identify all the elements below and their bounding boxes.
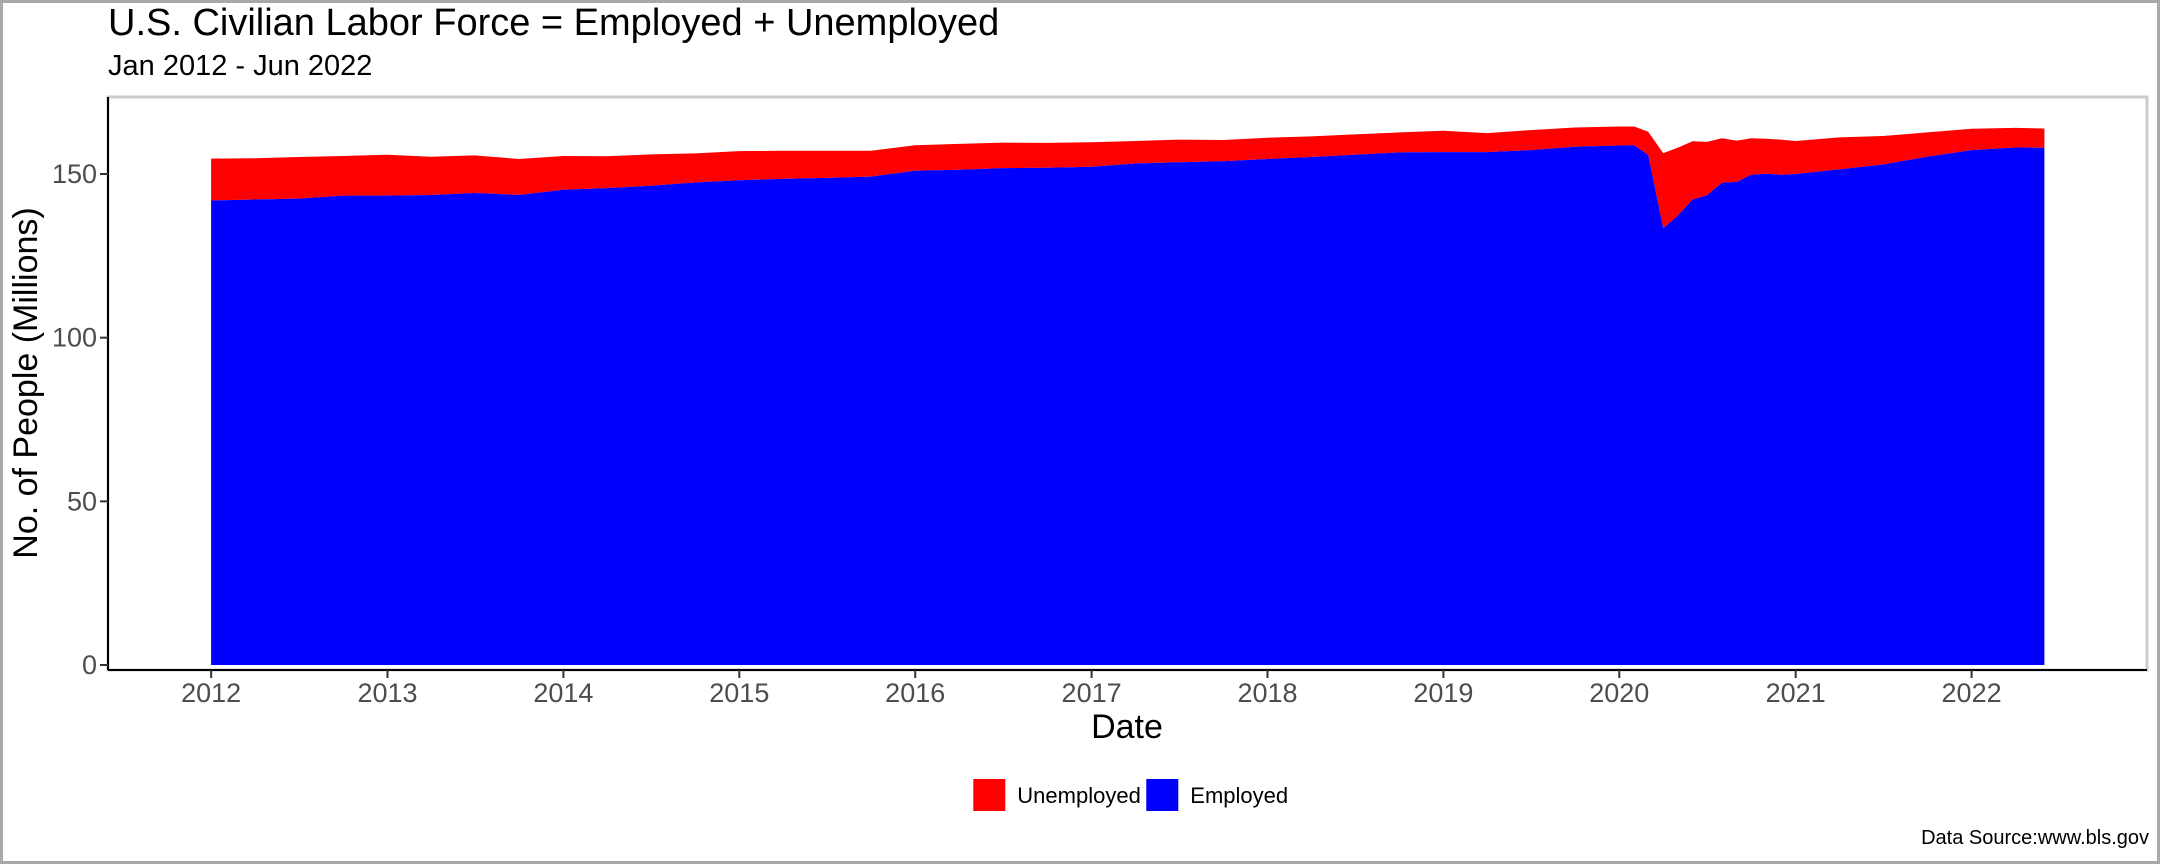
chart-subtitle: Jan 2012 - Jun 2022 bbox=[108, 50, 373, 82]
y-axis-ticks: 0 50 100 150 bbox=[52, 159, 108, 680]
legend-key-employed bbox=[1146, 779, 1179, 811]
x-tick-label: 2019 bbox=[1413, 678, 1473, 708]
x-tick-label: 2021 bbox=[1766, 678, 1826, 708]
chart-title: U.S. Civilian Labor Force = Employed + U… bbox=[108, 2, 1000, 44]
data-source-caption: Data Source:www.bls.gov bbox=[1921, 827, 2149, 849]
y-tick-label: 0 bbox=[82, 650, 97, 680]
area-employed bbox=[211, 145, 2045, 665]
x-axis-title: Date bbox=[1091, 708, 1163, 746]
x-tick-label: 2022 bbox=[1942, 678, 2002, 708]
x-tick-label: 2013 bbox=[357, 678, 417, 708]
x-tick-label: 2018 bbox=[1237, 678, 1297, 708]
x-tick-label: 2015 bbox=[709, 678, 769, 708]
legend-key-unemployed bbox=[973, 779, 1006, 811]
y-axis-title: No. of People (Millions) bbox=[7, 207, 45, 558]
y-tick-label: 150 bbox=[52, 159, 97, 189]
x-tick-label: 2020 bbox=[1589, 678, 1649, 708]
y-tick-label: 50 bbox=[67, 486, 97, 516]
x-tick-label: 2014 bbox=[533, 678, 593, 708]
y-tick-label: 100 bbox=[52, 323, 97, 353]
x-tick-label: 2012 bbox=[181, 678, 241, 708]
x-tick-label: 2016 bbox=[885, 678, 945, 708]
x-axis-ticks: 2012 2013 2014 2015 2016 2017 2018 2019 2020 2021… bbox=[181, 670, 2002, 708]
legend-label-employed: Employed bbox=[1190, 783, 1288, 808]
area-unemployed bbox=[211, 126, 2045, 229]
legend-label-unemployed: Unemployed bbox=[1017, 783, 1141, 808]
legend: Unemployed Employed bbox=[973, 779, 1288, 811]
stacked-areas bbox=[211, 126, 2045, 665]
x-tick-label: 2017 bbox=[1062, 678, 1122, 708]
